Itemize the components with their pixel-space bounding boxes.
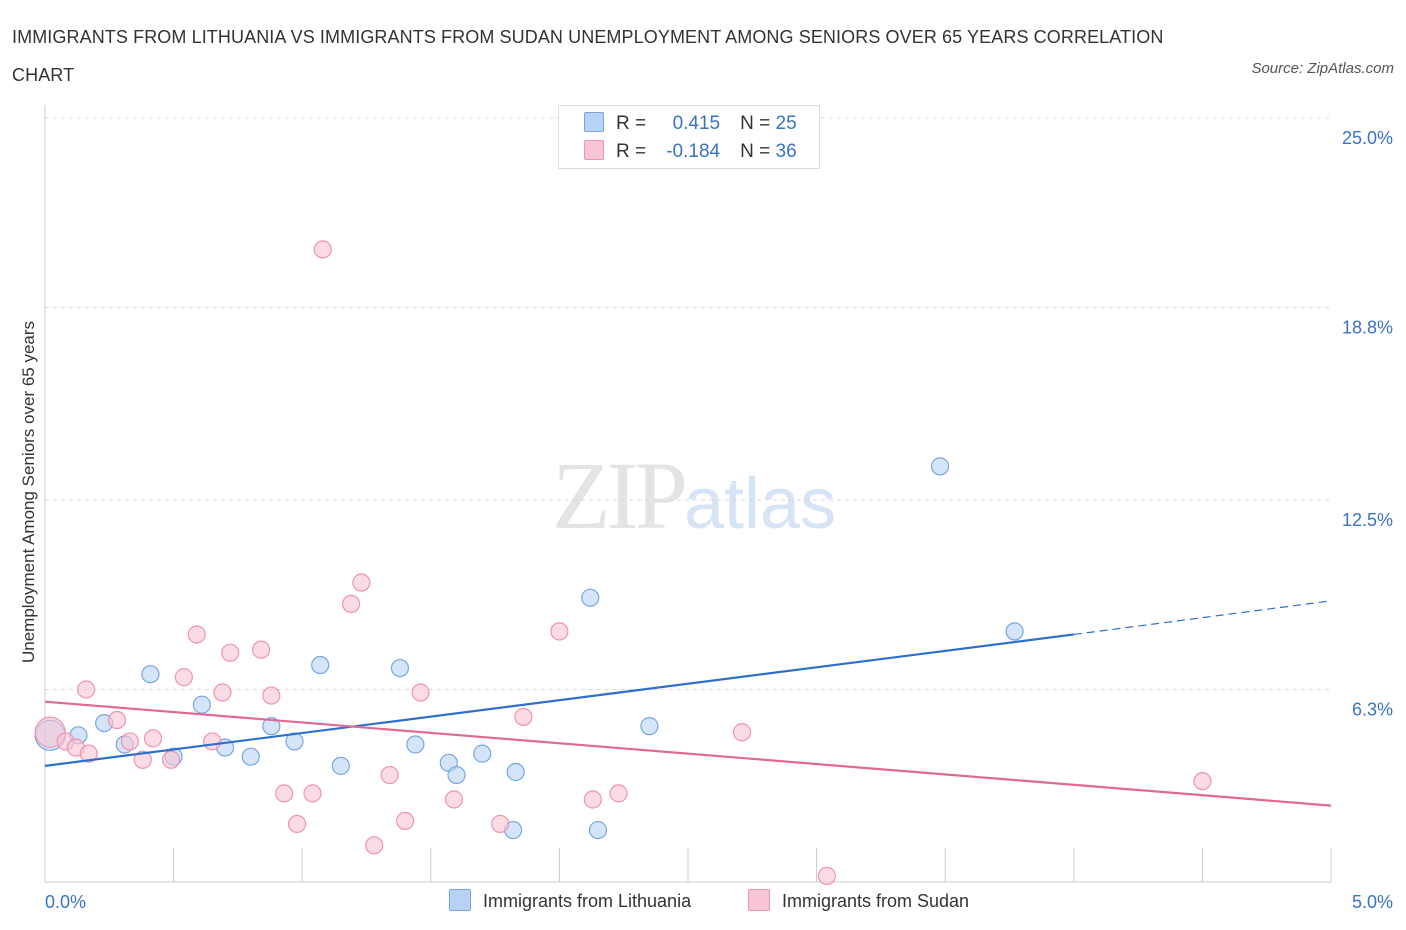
legend-label-sudan: Immigrants from Sudan xyxy=(782,891,970,911)
sudan-point xyxy=(1193,772,1212,791)
lithuania-point xyxy=(241,747,260,766)
sudan-point xyxy=(107,710,127,730)
legend-label-lithuania: Immigrants from Lithuania xyxy=(483,891,692,911)
x-tick-label: 5.0% xyxy=(1352,892,1393,912)
sudan-point xyxy=(203,732,222,751)
watermark-zip: ZIP xyxy=(552,442,688,549)
sudan-point xyxy=(583,790,602,809)
legend-n-value: 25 xyxy=(775,113,797,134)
series-legend: Immigrants from Lithuania Immigrants fro… xyxy=(0,889,1406,915)
sudan-point xyxy=(352,573,371,592)
sudan-point xyxy=(251,640,271,659)
legend-n-label: N = xyxy=(740,141,771,162)
lithuania-point xyxy=(192,695,211,714)
lithuania-swatch xyxy=(584,112,604,132)
sudan-point xyxy=(395,811,415,830)
sudan-point xyxy=(609,784,628,803)
legend-r-label: R = xyxy=(616,113,647,134)
legend-item-lithuania[interactable]: Immigrants from Lithuania xyxy=(449,889,691,912)
legend-r-value: -0.184 xyxy=(666,141,721,162)
sudan-point xyxy=(514,707,533,727)
sudan-point xyxy=(550,622,569,641)
legend-row-sudan: R = -0.184 N = 36 xyxy=(584,138,797,166)
lithuania-point xyxy=(311,655,330,675)
sudan-point xyxy=(174,668,193,687)
lithuania-point xyxy=(581,588,600,607)
legend-n-label: N = xyxy=(740,113,771,134)
y-axis-label: Unemployment Among Seniors over 65 years xyxy=(19,321,38,663)
sudan-point xyxy=(365,836,384,855)
sudan-point xyxy=(79,744,98,763)
lithuania-point xyxy=(447,765,466,785)
y-tick-label: 25.0% xyxy=(1342,128,1393,148)
sudan-point xyxy=(143,729,163,748)
lithuania-point xyxy=(588,820,608,840)
legend-row-lithuania: R = 0.415 N = 25 xyxy=(584,110,797,138)
sudan-point xyxy=(187,625,206,644)
lithuania-point xyxy=(406,735,425,754)
lithuania-point xyxy=(473,744,492,763)
legend-n-value: 36 xyxy=(775,141,797,162)
sudan-point xyxy=(380,765,399,785)
sudan-point xyxy=(411,683,430,702)
lithuania-point xyxy=(331,756,350,775)
lithuania-trend-line xyxy=(44,633,1074,767)
sudan-legend-swatch xyxy=(748,889,770,911)
legend-item-sudan[interactable]: Immigrants from Sudan xyxy=(748,889,969,912)
sudan-point xyxy=(491,814,510,834)
lithuania-point xyxy=(506,762,525,782)
y-tick-label: 18.8% xyxy=(1342,317,1393,337)
y-tick-label: 6.3% xyxy=(1352,699,1393,719)
chart-title: IMMIGRANTS FROM LITHUANIA VS IMMIGRANTS … xyxy=(12,27,1164,85)
sudan-point xyxy=(77,680,96,699)
sudan-point xyxy=(120,732,139,751)
sudan-point xyxy=(213,683,232,702)
sudan-swatch xyxy=(584,140,604,160)
sudan-point xyxy=(444,790,464,809)
sudan-trend-line xyxy=(44,700,1332,807)
lithuania-point xyxy=(640,717,659,736)
sudan-point xyxy=(341,594,361,614)
lithuania-point xyxy=(1005,622,1024,641)
watermark: ZIPatlas xyxy=(552,440,836,551)
legend-r-value: 0.415 xyxy=(672,113,721,134)
watermark-atlas: atlas xyxy=(684,464,837,544)
sudan-point xyxy=(275,784,294,803)
sudan-point xyxy=(161,750,181,769)
sudan-point xyxy=(303,784,322,803)
legend-r-label: R = xyxy=(616,141,647,162)
sudan-point xyxy=(221,643,240,662)
y-tick-label: 12.5% xyxy=(1342,510,1393,530)
sudan-point xyxy=(262,686,281,705)
lithuania-trend-extension xyxy=(1073,600,1332,636)
lithuania-point xyxy=(930,457,950,476)
sudan-point xyxy=(732,723,752,742)
sudan-point xyxy=(313,240,332,259)
sudan-point xyxy=(287,814,307,834)
sudan-point xyxy=(817,866,836,885)
x-tick-label: 0.0% xyxy=(45,892,86,912)
source-credit: Source: ZipAtlas.com xyxy=(1251,60,1394,77)
sudan-point xyxy=(133,750,152,769)
lithuania-point xyxy=(390,658,410,678)
correlation-legend: R = 0.415 N = 25 R = -0.184 N = 36 xyxy=(558,105,820,169)
lithuania-point xyxy=(141,665,160,684)
lithuania-legend-swatch xyxy=(449,889,471,911)
lithuania-point xyxy=(262,717,281,736)
